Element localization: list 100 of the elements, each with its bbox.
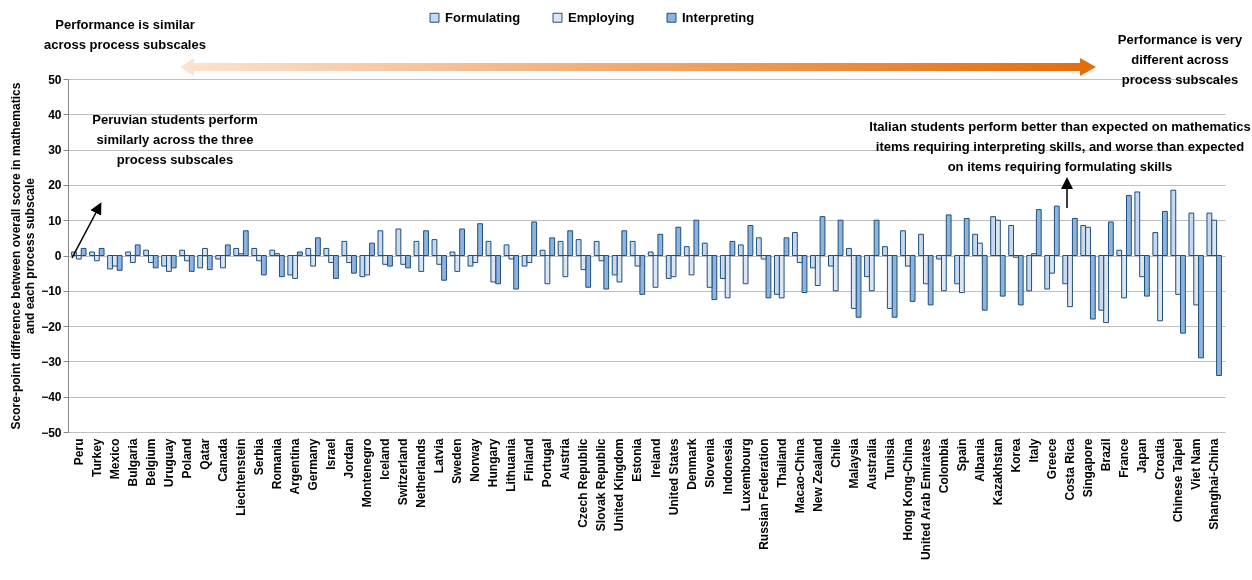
x-tick-label: Finland [522,438,537,482]
bar [1206,212,1213,256]
x-tick-label: Viet Nam [1189,438,1204,490]
x-tick-label: Singapore [1081,438,1096,498]
bar [801,255,808,294]
bar [287,255,294,276]
x-tick-label: Belgium [143,438,158,486]
x-tick-label: Malaysia [846,438,861,489]
x-tick-label: Thailand [774,438,789,488]
x-tick-label: Bulgaria [125,438,140,487]
x-tick-label: United Kingdom [612,438,627,532]
bar [152,255,159,269]
x-tick-label: Poland [179,438,194,479]
x-tick-label: Costa Rica [1063,438,1078,501]
x-tick-label: Lithuania [504,438,519,492]
x-tick-label: Indonesia [720,438,735,495]
x-tick-label: Latvia [432,438,447,474]
x-tick-label: Kazakhstan [990,438,1005,506]
x-tick-label: Tunisia [882,438,897,480]
x-tick-label: New Zealand [810,438,825,512]
x-tick-label: Canada [215,438,230,482]
bar [1035,209,1042,256]
y-tick-label: 50 [48,72,62,87]
bar [269,249,276,256]
bar [1044,255,1051,290]
y-axis-title: Score-point difference between overall score in mathematics and each process subscale [9,82,38,430]
x-tick-label: Netherlands [414,438,429,508]
legend-label: Interpreting [682,9,755,25]
x-tick-label: Mexico [107,438,122,480]
bar [233,247,240,256]
bar [765,255,772,299]
bar [503,244,510,256]
x-tick-label: Iceland [378,438,393,480]
x-tick-label: Korea [1008,438,1023,473]
x-tick-label: Israel [324,438,339,470]
x-tick-label: Uruguay [161,438,176,488]
x-tick-label: Japan [1135,438,1150,474]
y-tick-label: 40 [48,107,62,122]
y-tick-label: −20 [41,319,62,334]
bar [1008,225,1015,256]
x-tick-label: Russian Federation [756,438,771,550]
bar [116,255,123,271]
legend-label: Employing [568,9,635,25]
x-tick-label: Czech Republic [576,438,591,528]
x-tick-label: United Arab Emirates [918,438,933,561]
legend-label: Formulating [445,9,521,25]
x-tick-label: Hong Kong-China [900,438,915,541]
x-tick-label: Hungary [486,438,501,488]
bar [170,255,177,269]
x-tick-label: Colombia [936,438,951,494]
y-tick-label: 20 [48,178,62,193]
y-tick-label: −40 [41,390,62,405]
x-tick-label: Chinese Taipei [1171,438,1186,523]
x-tick-label: Slovak Republic [594,438,609,532]
bar [1026,255,1033,292]
annotation: Performance is very different across process subscales [1117,32,1243,87]
x-tick-label: Montenegro [360,438,375,508]
x-tick-label: Romania [270,438,285,490]
bar [260,255,267,276]
x-tick-label: Germany [306,438,321,491]
y-tick-label: 0 [54,249,62,263]
x-tick-label: Australia [864,438,879,490]
y-tick-label: 10 [48,213,62,228]
x-tick-label: Jordan [342,438,357,479]
y-tick-label: 30 [48,143,62,158]
x-tick-label: Spain [954,438,969,472]
x-tick-label: Turkey [89,438,104,477]
x-tick-label: Norway [468,438,483,482]
x-tick-label: Austria [558,438,573,480]
bar [188,255,195,272]
x-tick-label: Peru [71,438,86,466]
x-tick-label: Qatar [197,438,212,470]
x-tick-label: Ireland [648,438,663,478]
x-tick-label: Switzerland [396,438,411,506]
bar [80,247,87,256]
x-tick-label: Italy [1026,438,1041,463]
x-tick-label: Liechtenstein [234,438,249,516]
bar [927,255,934,306]
x-tick-label: United States [666,438,681,516]
y-tick-label: −10 [41,284,62,299]
bar [278,255,285,278]
x-tick-label: Portugal [540,438,555,488]
x-tick-label: Greece [1044,438,1059,480]
x-tick-label: Denmark [684,438,699,490]
x-tick-label: Sweden [450,438,465,484]
x-tick-label: Shanghai-China [1207,438,1222,530]
bar [242,230,249,256]
x-tick-label: Brazil [1099,438,1114,472]
x-tick-label: Albania [972,438,987,482]
x-tick-label: France [1117,438,1132,478]
text: Performance is similar across process subscales [44,17,206,52]
y-tick-label: −30 [41,354,62,369]
x-tick-label: Serbia [252,438,267,476]
y-tick-label: −50 [41,425,62,440]
x-tick-label: Argentina [288,438,303,495]
x-tick-label: Macao-China [792,438,807,514]
x-tick-label: Slovenia [702,438,717,488]
bar [521,255,528,267]
bar [1017,255,1024,306]
x-tick-label: Estonia [630,438,645,482]
